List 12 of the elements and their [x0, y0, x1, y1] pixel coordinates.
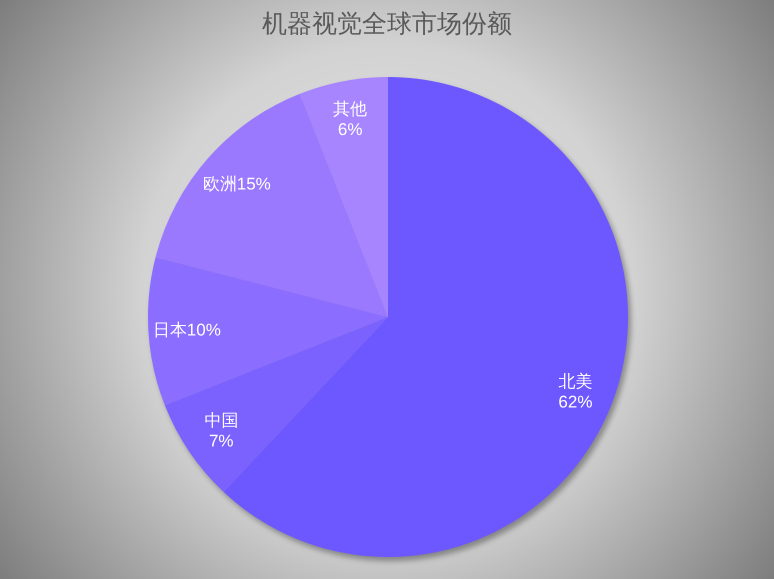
data-label: 62% [558, 392, 592, 412]
slice-label: 日本10% [152, 320, 221, 340]
pie-slice [156, 94, 388, 317]
data-label: 6% [338, 120, 363, 140]
data-label: 7% [208, 431, 234, 450]
pie-slice [148, 257, 388, 406]
slice-label: 中国 [204, 411, 238, 430]
chart-title: 机器视觉全球市场份额 [262, 10, 512, 38]
slice-label: 北美 [558, 372, 592, 391]
pie-slice [300, 77, 388, 317]
slice-label: 其他 [333, 100, 368, 119]
slice-label: 欧洲15% [202, 174, 271, 194]
